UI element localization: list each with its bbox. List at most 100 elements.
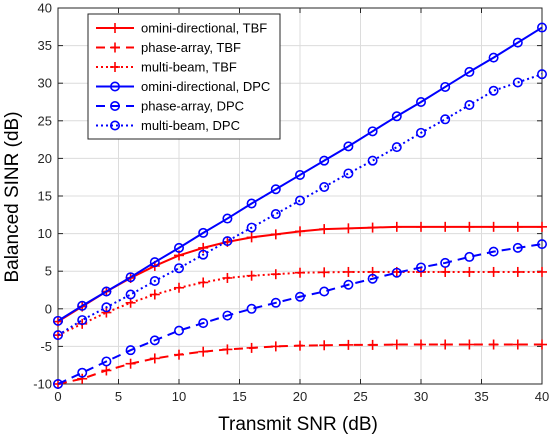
series-4 — [52, 22, 547, 326]
data-point — [343, 168, 354, 179]
data-point — [343, 339, 354, 350]
data-point — [52, 330, 63, 341]
legend-entry: omini-directional, TBF — [96, 21, 267, 36]
data-point — [440, 257, 451, 268]
data-point — [295, 226, 305, 237]
data-point — [464, 251, 475, 262]
data-point — [415, 97, 426, 108]
legend-entry: phase-array, DPC — [96, 99, 244, 114]
y-axis-label: Balanced SINR (dB) — [2, 111, 23, 282]
data-point — [367, 273, 378, 284]
data-point — [295, 267, 305, 278]
x-tick-label: 10 — [172, 389, 186, 404]
data-point — [101, 307, 112, 318]
y-tick-label: 10 — [38, 226, 52, 241]
data-point — [149, 275, 160, 286]
data-point — [343, 223, 354, 234]
x-axis-label: Transmit SNR (dB) — [218, 414, 378, 435]
legend-entry: multi-beam, DPC — [96, 118, 240, 133]
data-point — [537, 221, 547, 232]
data-point — [512, 242, 523, 253]
legend-marker — [110, 62, 120, 72]
legend-marker — [110, 101, 121, 112]
series-line — [57, 243, 543, 385]
data-point — [77, 367, 88, 378]
data-point — [319, 267, 330, 278]
y-tick-label: 25 — [38, 113, 52, 128]
data-point — [319, 340, 330, 351]
data-point — [537, 339, 547, 350]
data-point — [488, 85, 499, 96]
data-point — [77, 373, 88, 384]
data-point — [415, 127, 426, 138]
data-point — [174, 263, 185, 274]
data-point — [101, 365, 112, 376]
data-point — [367, 155, 378, 166]
data-point — [270, 209, 281, 220]
legend-label: omini-directional, DPC — [141, 79, 270, 94]
x-tick-label: 20 — [293, 389, 307, 404]
data-point — [440, 221, 451, 232]
data-point — [174, 349, 184, 360]
data-point — [149, 335, 160, 346]
data-point — [319, 286, 330, 297]
legend-entry: omini-directional, DPC — [96, 79, 270, 94]
data-point — [270, 297, 281, 308]
data-point — [464, 266, 475, 277]
y-tick-label: 30 — [38, 76, 52, 91]
y-tick-label: -10 — [33, 377, 52, 392]
data-point — [125, 289, 136, 300]
data-point — [464, 339, 475, 350]
data-point — [101, 286, 112, 297]
data-point — [270, 184, 281, 195]
data-point — [536, 239, 547, 250]
data-point — [125, 345, 136, 356]
legend-box — [87, 13, 281, 140]
data-point — [536, 69, 547, 80]
axes: 0 5 10 15 20 25 30 35 40 -10 -5 0 5 10 15 20 25 30 35 40 — [33, 1, 549, 405]
data-point — [440, 266, 451, 277]
data-point — [488, 221, 499, 232]
series-group — [52, 22, 547, 389]
data-point — [222, 272, 233, 283]
x-tick-label: 35 — [474, 389, 488, 404]
data-point — [198, 277, 209, 288]
data-point — [52, 378, 63, 389]
legend-label: multi-beam, TBF — [141, 60, 237, 75]
data-point — [222, 236, 233, 247]
legend-marker — [110, 42, 120, 53]
series-line — [57, 73, 543, 336]
x-tick-label: 40 — [535, 389, 549, 404]
y-tick-label: 5 — [45, 264, 52, 279]
data-point — [440, 114, 451, 125]
data-point — [391, 111, 402, 122]
data-point — [343, 279, 354, 290]
data-point — [149, 257, 160, 268]
legend-entry: multi-beam, TBF — [96, 60, 237, 75]
data-point — [464, 100, 475, 111]
y-tick-label: 40 — [38, 1, 52, 16]
series-line — [57, 26, 543, 322]
legend-label: multi-beam, DPC — [141, 118, 240, 133]
data-point — [343, 266, 354, 277]
data-point — [391, 142, 402, 153]
y-tick-label: -5 — [40, 339, 52, 354]
series-5 — [52, 239, 547, 389]
legend-entry: phase-array, TBF — [96, 40, 241, 55]
data-point — [416, 221, 426, 232]
data-point — [319, 155, 330, 166]
data-point — [512, 37, 523, 48]
x-tick-label: 25 — [353, 389, 367, 404]
data-point — [488, 52, 499, 63]
data-point — [391, 221, 402, 232]
data-point — [246, 198, 257, 209]
data-point — [222, 344, 233, 355]
x-tick-label: 30 — [414, 389, 428, 404]
data-point — [101, 356, 112, 367]
data-point — [246, 270, 257, 281]
data-point — [537, 266, 547, 277]
y-tick-label: 0 — [45, 301, 52, 316]
data-point — [198, 227, 209, 238]
data-point — [174, 325, 185, 336]
